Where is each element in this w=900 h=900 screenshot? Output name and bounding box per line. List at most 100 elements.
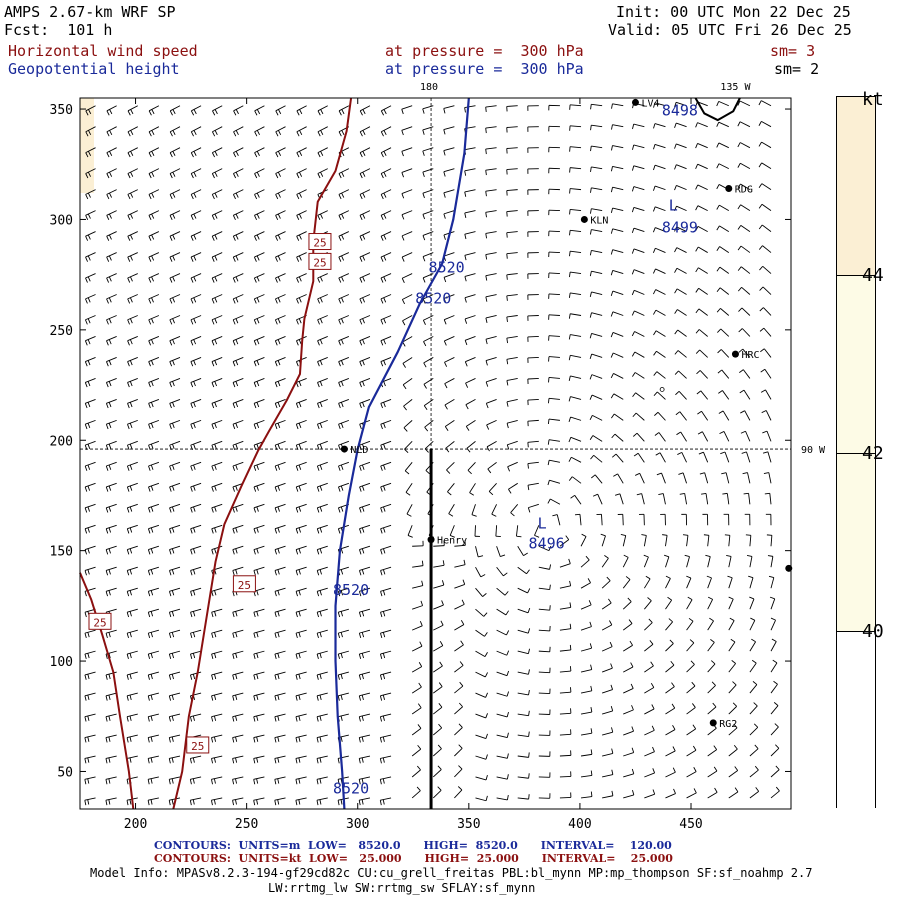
wind-barb <box>168 734 181 743</box>
wind-barb <box>655 452 666 463</box>
wind-barb <box>433 682 443 694</box>
wind-barb <box>766 534 773 547</box>
wind-barb <box>338 189 350 200</box>
wind-barb <box>317 398 328 409</box>
wind-barb <box>770 765 780 778</box>
wind-barb <box>580 685 593 694</box>
wind-barb <box>487 461 497 474</box>
wind-barb <box>602 748 614 757</box>
wind-barb <box>85 126 96 137</box>
wind-barb <box>190 315 202 325</box>
wind-barb <box>547 498 561 505</box>
wind-barb <box>211 587 223 597</box>
wind-barb <box>253 398 265 409</box>
wind-barb <box>380 419 392 430</box>
wind-barb <box>728 617 735 631</box>
wind-barb <box>338 294 350 304</box>
wind-barb <box>643 575 651 589</box>
wind-barb <box>527 315 539 321</box>
wind-barb <box>611 165 624 172</box>
wind-barb <box>723 513 730 526</box>
wind-barb <box>623 705 634 715</box>
wind-barb <box>517 731 530 737</box>
wind-barb <box>274 398 286 409</box>
wind-barb <box>432 723 443 736</box>
wind-barb <box>190 105 202 116</box>
wind-barb <box>611 453 624 463</box>
wind-barb <box>401 126 413 136</box>
wind-barb <box>548 335 560 341</box>
wind-barb <box>253 734 265 743</box>
wind-barb <box>475 608 488 617</box>
wind-barb <box>337 650 349 659</box>
wind-barb <box>707 787 718 799</box>
wind-barb <box>716 204 730 212</box>
wind-barb <box>190 650 202 659</box>
station-dot <box>427 536 435 544</box>
wind-barb <box>148 210 160 221</box>
wind-barb <box>737 142 751 149</box>
wind-barb <box>106 231 117 241</box>
wind-barb <box>507 461 518 472</box>
wind-barb <box>316 608 328 618</box>
wind-barb <box>506 315 518 322</box>
wind-barb <box>232 692 244 701</box>
wind-barb <box>211 210 223 221</box>
wind-barb <box>85 294 96 304</box>
wind-barb <box>427 504 434 517</box>
wind-barb <box>169 398 181 409</box>
wind-barb <box>728 660 736 673</box>
wind-barb <box>211 650 223 659</box>
wind-barb <box>295 692 307 701</box>
wind-barb <box>404 462 413 475</box>
plot-frame <box>79 97 792 810</box>
wind-barb <box>127 231 138 241</box>
wind-barb <box>548 293 560 299</box>
wind-barb <box>126 587 138 597</box>
wind-barb <box>190 545 202 555</box>
wind-barb <box>338 210 350 221</box>
wind-barb <box>548 104 560 111</box>
wind-barb <box>695 308 708 316</box>
wind-barb <box>759 307 772 316</box>
wind-barb <box>674 288 687 295</box>
wind-barb <box>740 410 751 421</box>
wind-barb <box>148 482 160 492</box>
wind-barb <box>147 797 159 806</box>
wind-barb <box>433 540 445 547</box>
wind-barb <box>127 419 138 430</box>
wind-barb <box>359 147 371 158</box>
wind-barb <box>644 789 656 799</box>
wind-barb <box>769 596 776 610</box>
wind-barb <box>147 587 160 597</box>
wind-barb <box>653 330 666 337</box>
wind-barb <box>422 147 434 156</box>
wind-barb <box>491 504 498 517</box>
speed-contour-east <box>172 97 353 810</box>
wind-barb <box>274 734 286 743</box>
wind-barb <box>589 270 603 277</box>
wind-barb <box>105 755 117 764</box>
wind-barb <box>569 229 582 236</box>
wind-barb <box>189 713 202 722</box>
wind-barb <box>464 315 476 324</box>
wind-barb <box>610 207 624 214</box>
wind-barb <box>665 767 676 778</box>
wind-barb <box>631 289 645 296</box>
wind-barb <box>527 503 539 513</box>
wind-barb <box>485 189 497 197</box>
wind-barb <box>527 336 539 342</box>
wind-barb <box>475 650 488 658</box>
wind-barb <box>189 755 202 764</box>
wind-barb <box>698 451 709 463</box>
wind-barb <box>190 189 202 200</box>
wind-barb <box>190 461 202 471</box>
wind-barb <box>84 398 96 409</box>
wind-barb <box>464 231 476 240</box>
wind-barb <box>84 440 96 450</box>
wind-barb <box>548 125 560 132</box>
wind-barb <box>652 289 666 295</box>
y-tick-label: 350 <box>50 103 73 118</box>
wind-barb <box>190 419 202 430</box>
wind-barb <box>126 671 138 680</box>
